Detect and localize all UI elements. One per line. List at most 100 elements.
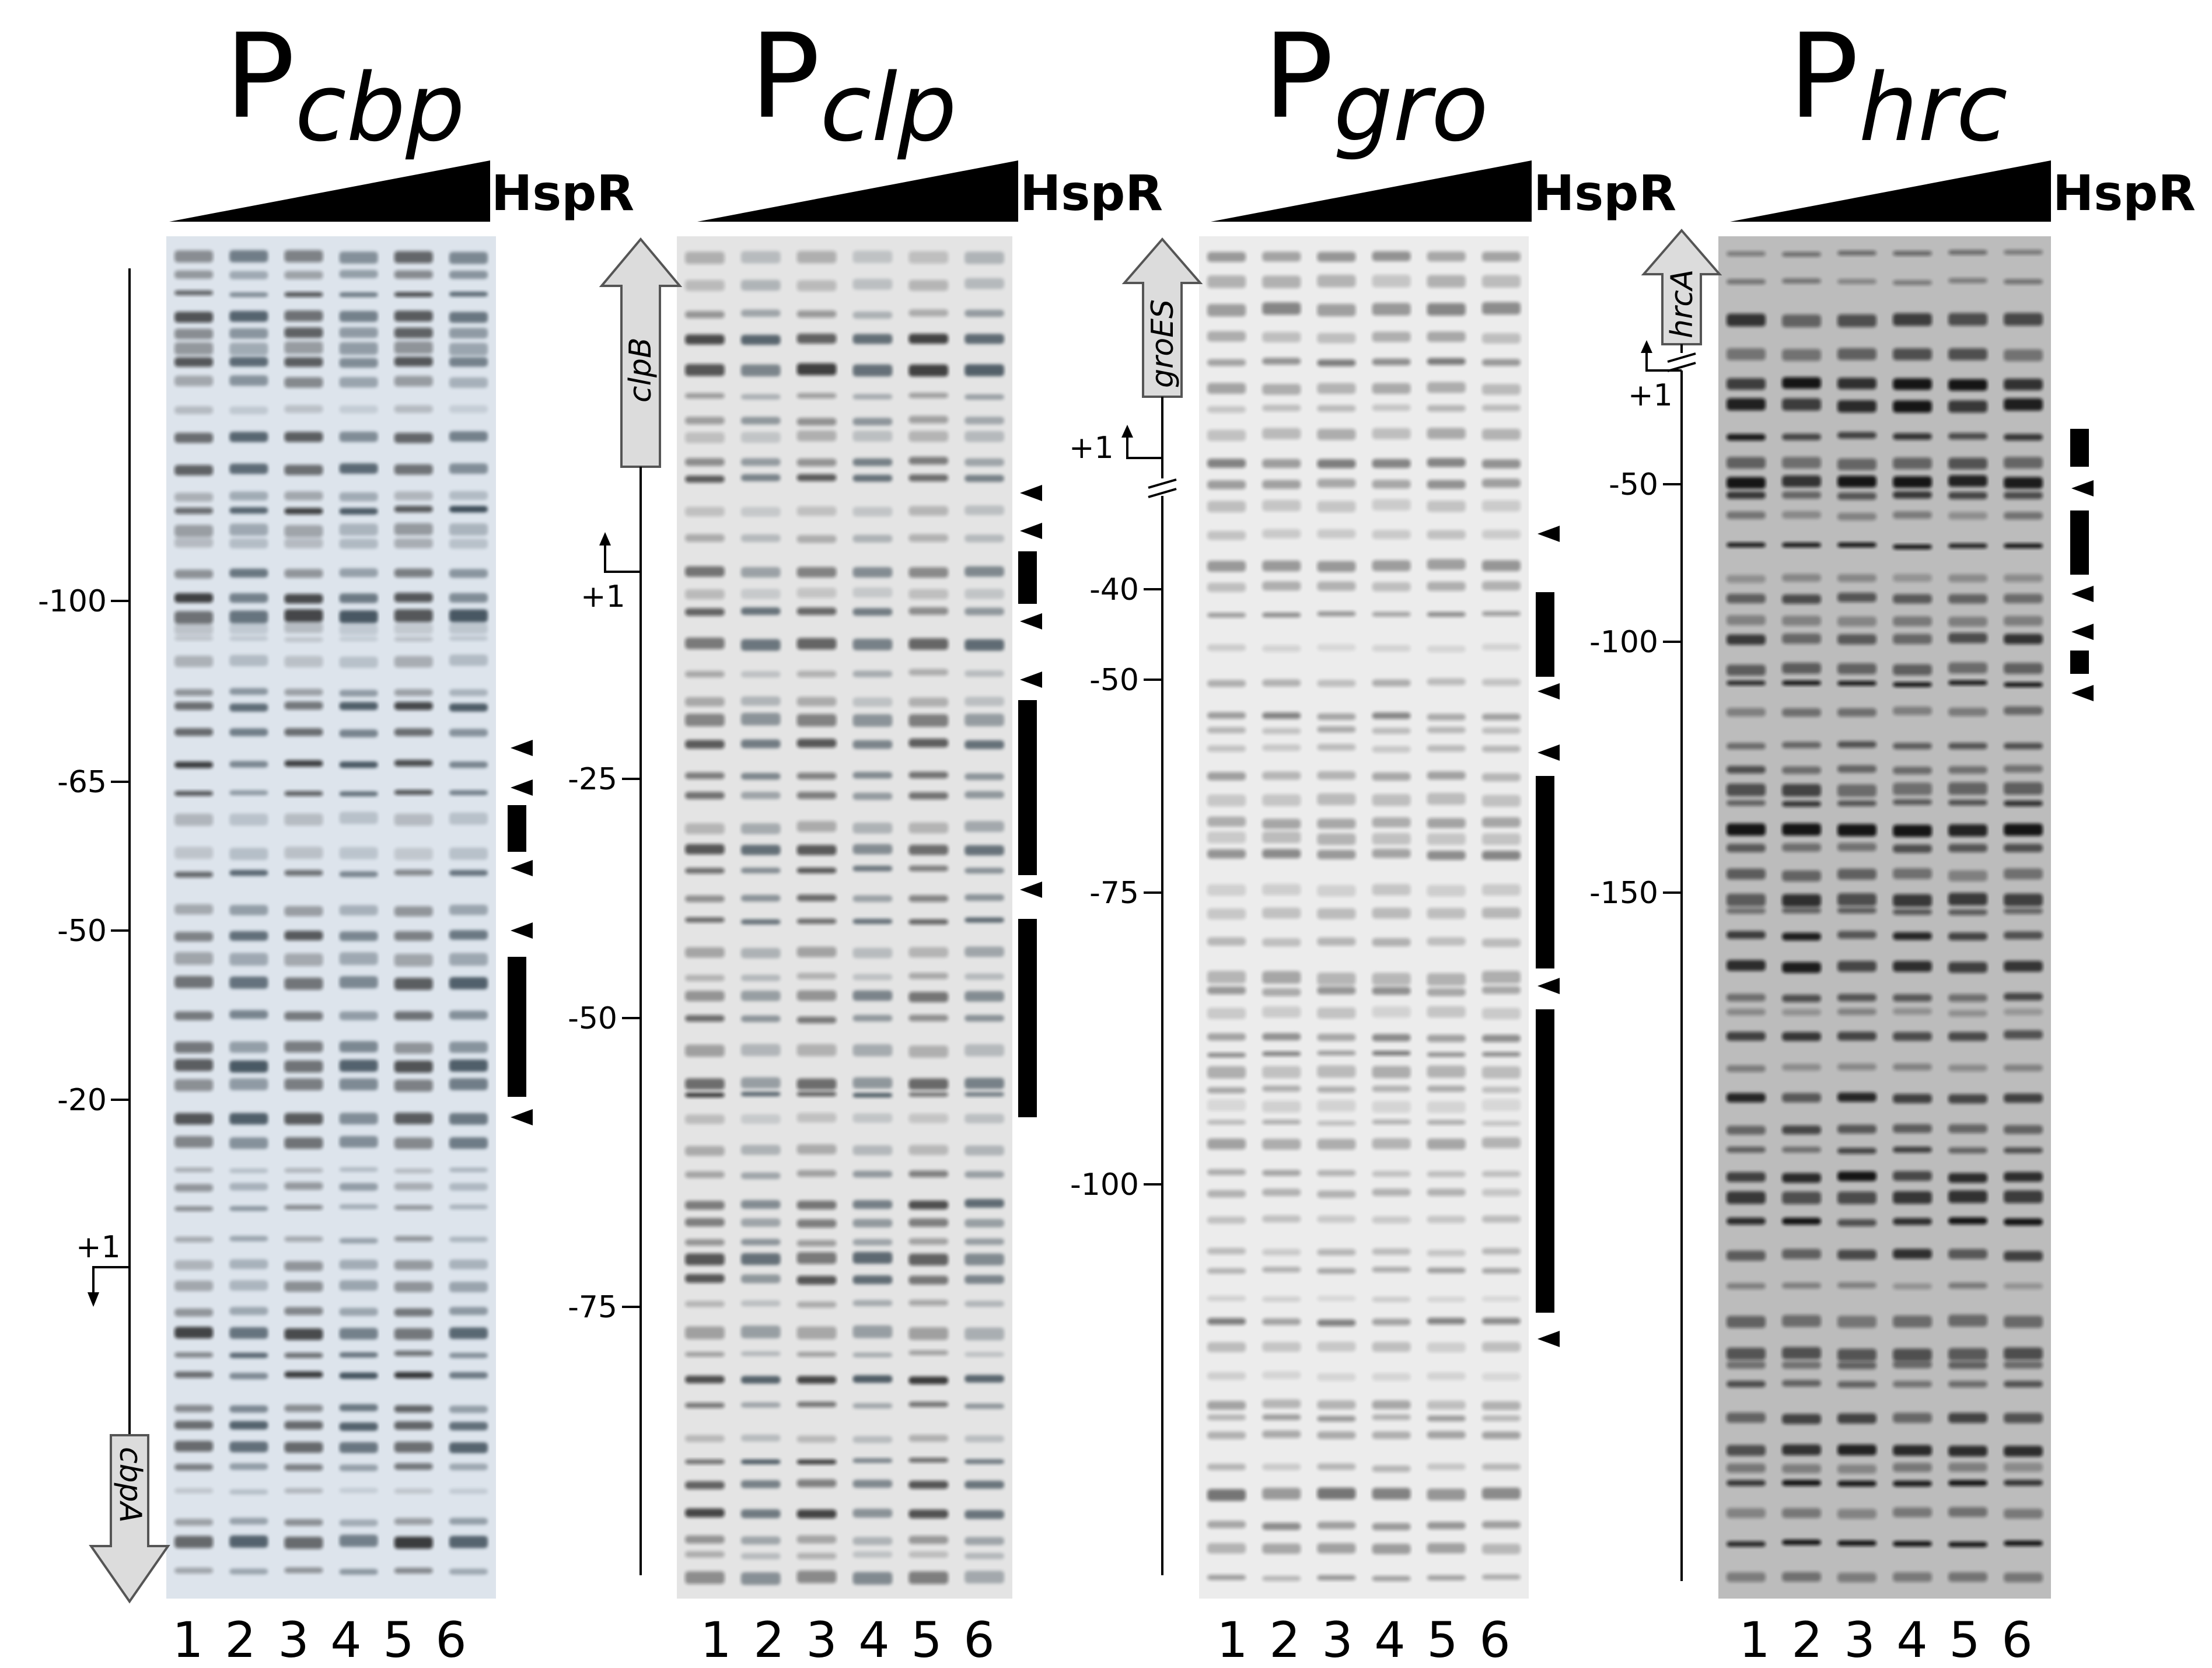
gel-band [1372,1342,1411,1352]
gel-band [1782,843,1821,852]
gel-band [174,406,214,414]
gel-band [174,1281,214,1291]
gel-band [852,1093,893,1098]
gel-band [908,822,949,834]
gel-band [284,1464,323,1471]
gel-band [1262,480,1301,489]
gel-band [1262,1488,1301,1500]
gel-band [1372,833,1411,845]
hypersensitive-arrow-icon [1020,882,1042,898]
lane-label: 6 [435,1611,466,1668]
gel-band [174,1488,214,1494]
gel-band [174,932,214,942]
gel-band [229,1517,268,1525]
gel-band [1481,884,1521,896]
gel-band [174,1440,214,1452]
gel-band [2004,1218,2043,1226]
gel-band [1837,960,1876,972]
gel-band [1481,1487,1521,1499]
gel-band [1317,529,1356,538]
gel-band [852,250,893,263]
gel-band [394,592,433,603]
gel-band [1427,726,1466,733]
gel-band [852,1275,893,1285]
axis-tick-label: -40 [1089,572,1139,607]
gel-band [852,1015,893,1022]
gel-band [1427,988,1466,996]
hypersensitive-arrow-icon [511,779,533,796]
gel-band [394,702,433,711]
gel-band [1837,1572,1876,1583]
gel-band [229,1060,268,1073]
gel-band [1207,1052,1246,1058]
gel-band [852,670,893,677]
gel-band [339,1280,378,1291]
gel-band [685,1571,725,1584]
gel-band [284,250,323,263]
gel-band [394,623,433,635]
gel-band [1727,868,1766,880]
gel-band [908,1218,949,1227]
gel-band [1427,645,1466,653]
gel-band [1317,1341,1356,1352]
gel-band [1317,303,1356,317]
gel-band [1948,782,1987,795]
gel-band [1893,1541,1932,1547]
gel-band [449,1536,488,1548]
gel-band [740,309,781,317]
gel-bands [1207,251,1521,1582]
gel-band [796,1016,837,1023]
gel-band [449,1204,488,1210]
gel-band [394,568,433,578]
gel-band [1427,851,1466,861]
gel-band [1262,1543,1301,1554]
gel-band [908,607,949,615]
gel-band [1893,1171,1932,1181]
gel-band [1893,251,1932,256]
gel-band [449,689,488,697]
gel-band [2004,457,2043,469]
gel-band [1837,1540,1876,1546]
gel-band [1481,773,1521,782]
gel-band [1893,782,1932,795]
gel-bands [685,250,1004,1585]
gel-band [2004,868,2043,880]
gel-band [1893,908,1932,915]
gel-band [284,1488,323,1494]
gel-band [796,1200,837,1209]
gel-band [2004,1147,2043,1153]
gel-band [740,1402,781,1408]
lane-label: 5 [1427,1611,1458,1668]
gel-band [339,931,378,941]
gel-band [1317,1007,1356,1019]
gel-band [1782,1464,1821,1474]
gel-band [796,535,837,543]
gel-band [339,1041,378,1052]
gel-band [339,976,378,989]
gel-band [1427,1101,1466,1113]
gel-band [1372,499,1411,510]
gel-band [449,1422,488,1431]
gel-band [1782,398,1821,411]
gel-band [1262,1575,1301,1582]
gel-band [852,506,893,517]
gel-band [1481,1008,1521,1020]
gel-band [740,474,781,481]
gel-band [174,1567,214,1574]
gel-band [2004,512,2043,520]
gel-band [394,813,433,826]
gel-band [1782,377,1821,389]
gel-band [852,947,893,959]
gel-band [965,1403,1004,1409]
gel-band [229,623,268,635]
gel-band [852,1145,893,1156]
gel-band [796,918,837,924]
gel-band [339,377,378,388]
gel-band [685,1459,725,1464]
gel-band [1317,849,1356,859]
gel-band [229,342,268,355]
protected-region-bar [2070,510,2089,575]
gel-band [1262,1463,1301,1471]
gel-band [1727,1463,1766,1473]
gel-band [394,1488,433,1494]
